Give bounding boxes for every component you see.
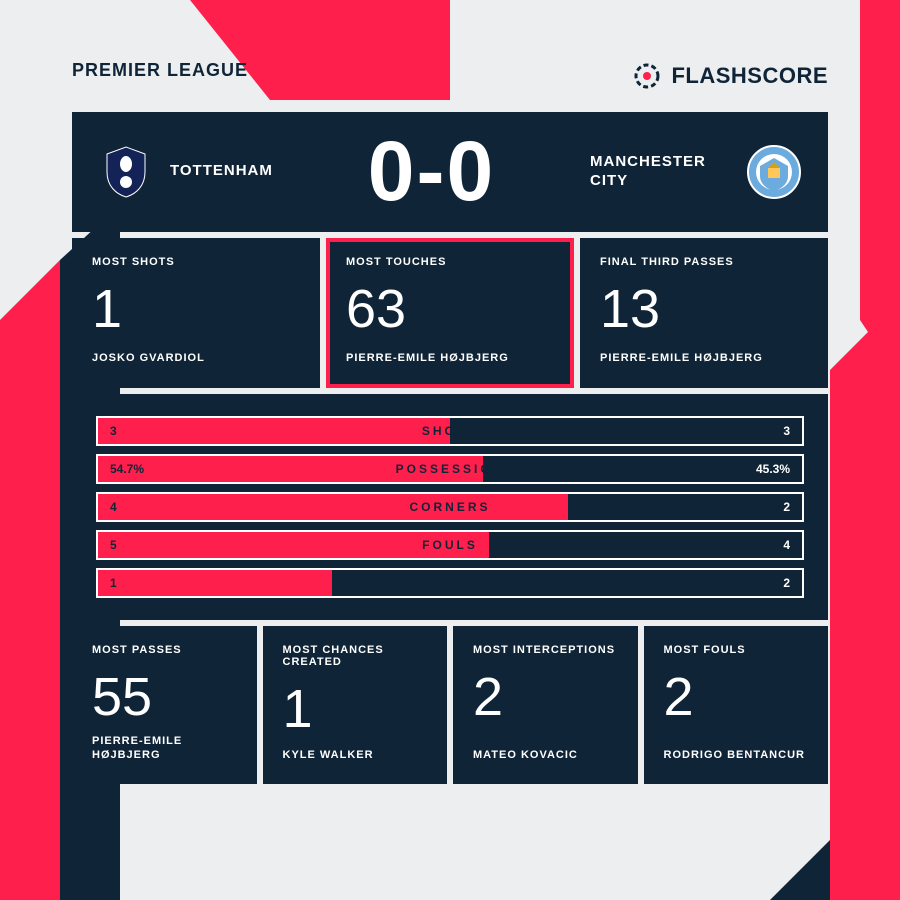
away-team-block: MANCHESTER CITY — [590, 144, 802, 200]
bar-row: 54.7%POSSESSION45.3% — [96, 454, 804, 484]
top-stats-row: MOST SHOTS 1 JOSKO GVARDIOL MOST TOUCHES 63 P… — [72, 238, 828, 388]
bottom-stats-row: MOST PASSES 55 PIERRE-EMILE HØJBJERG MOST C… — [72, 626, 828, 785]
top-stat-card: FINAL THIRD PASSES 13 PIERRE-EMILE HØJBJER… — [580, 238, 828, 388]
league-title: PREMIER LEAGUE — [72, 60, 248, 81]
stat-title: MOST CHANCES CREATED — [283, 644, 428, 668]
stat-player: PIERRE-EMILE HØJBJERG — [346, 351, 554, 365]
mancity-crest-icon — [746, 144, 802, 200]
bar-away-value: 45.3% — [744, 456, 802, 482]
home-team-name: TOTTENHAM — [170, 162, 273, 181]
flashscore-icon — [631, 60, 663, 92]
bar-row: 4CORNERS2 — [96, 492, 804, 522]
bar-row: 5FOULS4 — [96, 530, 804, 560]
bar-row: 3SHOTS3 — [96, 416, 804, 446]
stat-value: 63 — [346, 282, 554, 336]
stat-title: MOST INTERCEPTIONS — [473, 644, 618, 656]
bottom-stat-card: MOST INTERCEPTIONS 2 MATEO KOVACIC — [453, 626, 638, 785]
stat-player: PIERRE-EMILE HØJBJERG — [600, 351, 808, 365]
stat-title: MOST SHOTS — [92, 256, 300, 268]
header-row: PREMIER LEAGUE FLASHSCORE — [72, 60, 828, 92]
away-score: 0 — [446, 124, 495, 218]
stat-player: MATEO KOVACIC — [473, 748, 618, 762]
stat-value: 2 — [664, 670, 809, 724]
score-separator: - — [416, 124, 446, 218]
bottom-stat-card: MOST FOULS 2 RODRIGO BENTANCUR — [644, 626, 829, 785]
stat-value: 2 — [473, 670, 618, 724]
bar-label: CORNERS — [98, 494, 802, 520]
stat-player: RODRIGO BENTANCUR — [664, 748, 809, 762]
bar-away-value: 2 — [771, 494, 802, 520]
away-team-name: MANCHESTER CITY — [590, 153, 730, 191]
stat-title: MOST FOULS — [664, 644, 809, 656]
stat-title: FINAL THIRD PASSES — [600, 256, 808, 268]
bar-label: SHOTS — [98, 418, 802, 444]
score-panel: TOTTENHAM 0-0 MANCHESTER CITY — [72, 112, 828, 232]
bar-away-value: 3 — [771, 418, 802, 444]
stat-value: 13 — [600, 282, 808, 336]
bar-row: 1OFFSIDES2 — [96, 568, 804, 598]
brand-text: FLASHSCORE — [671, 63, 828, 89]
bars-panel: 3SHOTS354.7%POSSESSION45.3%4CORNERS25FOU… — [72, 394, 828, 620]
brand-logo: FLASHSCORE — [631, 60, 828, 92]
top-stat-card: MOST SHOTS 1 JOSKO GVARDIOL — [72, 238, 320, 388]
home-team-block: TOTTENHAM — [98, 144, 273, 200]
stat-player: KYLE WALKER — [283, 748, 428, 762]
stat-value: 1 — [283, 682, 428, 736]
bottom-stat-card: MOST CHANCES CREATED 1 KYLE WALKER — [263, 626, 448, 785]
bar-away-value: 2 — [771, 570, 802, 596]
bar-label: OFFSIDES — [98, 570, 802, 596]
stat-player: JOSKO GVARDIOL — [92, 351, 300, 365]
stat-title: MOST PASSES — [92, 644, 237, 656]
stat-title: MOST TOUCHES — [346, 256, 554, 268]
bar-label: FOULS — [98, 532, 802, 558]
score-display: 0-0 — [368, 134, 495, 210]
stat-player: PIERRE-EMILE HØJBJERG — [92, 734, 237, 763]
bottom-stat-card: MOST PASSES 55 PIERRE-EMILE HØJBJERG — [72, 626, 257, 785]
bar-label: POSSESSION — [98, 456, 802, 482]
home-score: 0 — [368, 124, 417, 218]
tottenham-crest-icon — [98, 144, 154, 200]
top-stat-card: MOST TOUCHES 63 PIERRE-EMILE HØJBJERG — [326, 238, 574, 388]
bar-away-value: 4 — [771, 532, 802, 558]
stat-value: 1 — [92, 282, 300, 336]
content-root: PREMIER LEAGUE FLASHSCORE TOTTENHAM — [0, 0, 900, 824]
stat-value: 55 — [92, 670, 237, 724]
